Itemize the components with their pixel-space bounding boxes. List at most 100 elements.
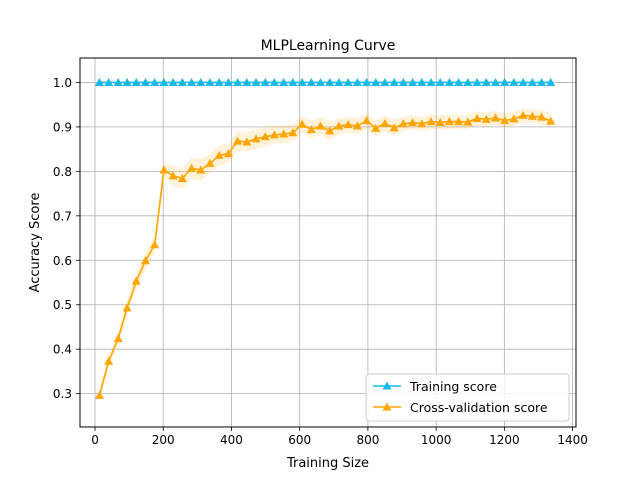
- cross-validation-score-point: [472, 113, 482, 122]
- x-axis-ticks: 0 200 400 600 800 1000 1200 1400: [91, 427, 588, 447]
- training-score-point: [122, 77, 132, 86]
- training-score-point: [490, 77, 500, 86]
- cross-validation-score-point: [187, 163, 197, 172]
- y-tick-label: 1.0: [53, 76, 72, 90]
- cross-validation-score-point: [481, 114, 491, 123]
- cross-validation-score-point: [426, 117, 436, 126]
- cross-validation-score-point: [233, 136, 243, 145]
- cross-validation-score-point: [490, 113, 500, 122]
- training-score-point: [444, 77, 454, 86]
- cross-validation-score-point: [242, 137, 252, 146]
- cross-validation-score-point: [168, 171, 178, 180]
- training-score-point: [380, 77, 390, 86]
- training-score-point: [113, 77, 123, 86]
- cross-validation-score-point: [205, 158, 215, 167]
- cross-validation-score-point: [546, 116, 556, 125]
- training-score-point: [325, 77, 335, 86]
- grid-lines: [80, 58, 576, 427]
- cross-validation-score-point: [94, 390, 104, 399]
- training-score-point: [233, 77, 243, 86]
- cross-validation-score-line: [98, 114, 552, 396]
- cross-validation-score-point: [315, 121, 325, 130]
- legend-box: [365, 373, 570, 422]
- legend-marker-training: [382, 381, 392, 390]
- training-score-point: [546, 77, 556, 86]
- cross-validation-score-point: [518, 110, 528, 119]
- cross-validation-score-point: [527, 111, 537, 120]
- cross-validation-score-point: [104, 356, 114, 365]
- x-tick-label: 1000: [421, 433, 452, 447]
- training-score-point: [481, 77, 491, 86]
- cross-validation-score-point: [306, 125, 316, 134]
- x-tick-label: 1200: [489, 433, 520, 447]
- x-tick-label: 1400: [557, 433, 588, 447]
- training-score-point: [426, 77, 436, 86]
- training-score-point: [279, 77, 289, 86]
- legend-marker-cross-validation: [382, 402, 392, 411]
- training-score-point: [334, 77, 344, 86]
- training-score-point: [269, 77, 279, 86]
- cross-validation-score-point: [343, 120, 353, 129]
- training-score-point: [223, 77, 233, 86]
- cross-validation-score-point: [288, 128, 298, 137]
- training-score-point: [463, 77, 473, 86]
- cross-validation-score-point: [509, 114, 519, 123]
- x-tick-label: 400: [220, 433, 243, 447]
- training-score-point: [537, 77, 547, 86]
- cross-validation-score-point: [371, 123, 381, 132]
- x-axis-label: Training Size: [286, 456, 369, 471]
- training-score-point: [408, 77, 418, 86]
- cross-validation-score-point: [122, 303, 132, 312]
- training-score-point: [205, 77, 215, 86]
- training-score-point: [343, 77, 353, 86]
- cross-validation-score-point: [223, 149, 233, 158]
- training-score-point: [435, 77, 445, 86]
- cross-validation-score-point: [113, 334, 123, 343]
- y-axis-ticks: 0.3 0.4 0.5 0.6 0.7 0.8 0.9 1.0: [53, 76, 80, 401]
- cross-validation-score-point: [214, 150, 224, 159]
- cross-validation-score-point: [196, 165, 206, 174]
- training-score-point: [417, 77, 427, 86]
- cross-validation-score-point: [500, 116, 510, 125]
- cross-validation-score-point: [435, 117, 445, 126]
- training-score-point: [159, 77, 169, 86]
- x-tick-label: 800: [356, 433, 379, 447]
- uncertainty-bands: [99, 108, 551, 401]
- cross-validation-score-point: [260, 132, 270, 141]
- training-score-point: [187, 77, 197, 86]
- y-axis-label: Accuracy Score: [28, 193, 43, 293]
- training-score-point: [131, 77, 141, 86]
- cross-validation-score-point: [362, 116, 372, 125]
- training-score-point: [288, 77, 298, 86]
- training-score-point: [94, 77, 104, 86]
- y-tick-label: 0.7: [53, 209, 72, 223]
- cross-validation-score-point: [334, 121, 344, 130]
- training-score-point: [104, 77, 114, 86]
- cross-validation-score-point: [150, 240, 160, 249]
- cross-validation-score-point: [398, 119, 408, 128]
- cross-validation-score-point: [131, 276, 141, 285]
- x-tick-label: 0: [91, 433, 99, 447]
- cross-validation-score-point: [177, 173, 187, 182]
- training-score-point: [150, 77, 160, 86]
- training-score-point: [196, 77, 206, 86]
- cross-validation-score-point: [408, 117, 418, 126]
- training-score-point: [472, 77, 482, 86]
- cross-validation-score-point: [352, 121, 362, 130]
- training-score-point: [518, 77, 528, 86]
- training-score-point: [500, 77, 510, 86]
- training-score-point: [509, 77, 519, 86]
- training-score-point: [242, 77, 252, 86]
- cross-validation-score-point: [297, 119, 307, 128]
- y-tick-label: 0.6: [53, 254, 72, 268]
- training-score-point: [362, 77, 372, 86]
- plot-area-frame: [79, 57, 577, 428]
- y-tick-label: 0.9: [53, 120, 72, 134]
- training-score-point: [297, 77, 307, 86]
- legend-label-cross-validation: Cross-validation score: [410, 400, 548, 415]
- training-score-point: [371, 77, 381, 86]
- cross-validation-score-band: [99, 108, 551, 401]
- cross-validation-score-point: [463, 117, 473, 126]
- training-score-point: [454, 77, 464, 86]
